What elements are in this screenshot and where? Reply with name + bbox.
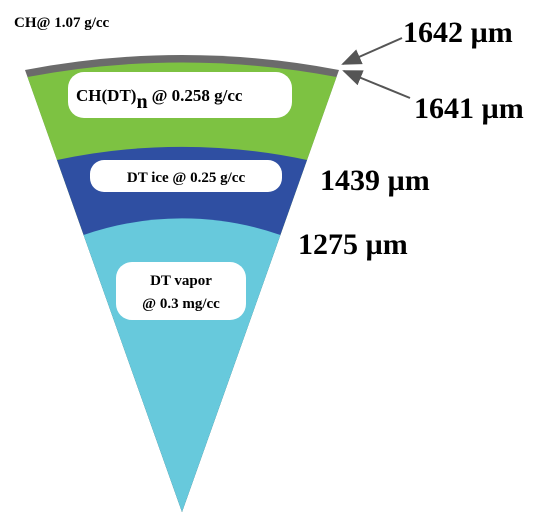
- shell-label: CH@ 1.07 g/cc: [14, 15, 110, 31]
- layer-name: DT vapor: [150, 273, 212, 289]
- layer-name: CH(DT): [76, 86, 136, 105]
- arrow: [344, 71, 410, 98]
- radius-label: 1641 µm: [414, 92, 524, 125]
- layer-subscript: n: [136, 91, 147, 113]
- radius-label: 1275 µm: [298, 228, 408, 261]
- arrow: [343, 38, 402, 64]
- radius-label: 1642 µm: [403, 16, 513, 49]
- layer-label: DT ice @ 0.25 g/cc: [127, 170, 246, 186]
- layer-density: @ 0.258 g/cc: [152, 86, 243, 105]
- layer-density: @ 0.3 mg/cc: [142, 296, 220, 312]
- diagram: CH@ 1.07 g/cc CH(DT)n @ 0.258 g/cc DT ice…: [0, 0, 558, 523]
- radius-label: 1439 µm: [320, 164, 430, 197]
